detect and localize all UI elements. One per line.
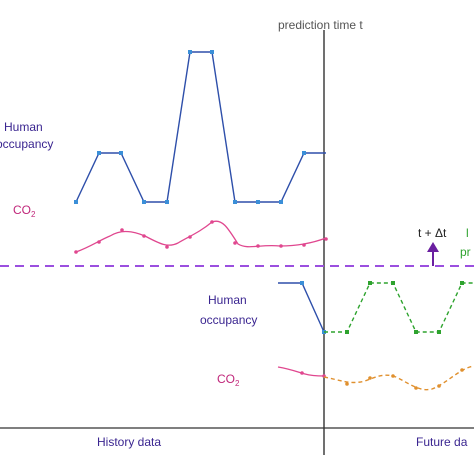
present-occupancy-line [278, 282, 325, 333]
occupancy-marker [302, 151, 306, 155]
predicted-co2-markers [345, 368, 464, 390]
co2-marker [188, 235, 192, 239]
history-occupancy-label: occupancy [0, 137, 53, 151]
cutoff-text-line1: l [466, 226, 469, 240]
co2-marker [324, 237, 328, 241]
prediction-marker [437, 330, 441, 334]
occupancy-marker [279, 200, 283, 204]
co2-marker [233, 241, 237, 245]
history-human-label: Human [4, 120, 43, 134]
occupancy-marker [210, 50, 214, 54]
prediction-marker [345, 330, 349, 334]
delta-time-label: t + Δt [418, 226, 447, 240]
history-co2-label: CO2 [13, 203, 36, 219]
occupancy-marker [256, 200, 260, 204]
future-data-label: Future da [416, 435, 468, 449]
co2-marker [256, 244, 260, 248]
history-co2-markers [74, 220, 328, 254]
occupancy-marker [119, 151, 123, 155]
present-co2-markers [300, 371, 326, 378]
history-co2-curve [75, 220, 327, 253]
delta-arrow-head [427, 242, 439, 252]
present-co2-label: CO2 [217, 372, 240, 388]
co2-marker [165, 245, 169, 249]
present-co2-curve [277, 366, 325, 377]
prediction-marker [460, 281, 464, 285]
prediction-marker [437, 384, 441, 388]
prediction-marker [345, 382, 349, 386]
occupancy-marker [142, 200, 146, 204]
occupancy-marker [233, 200, 237, 204]
prediction-marker [414, 386, 418, 390]
prediction-marker [414, 330, 418, 334]
occupancy-marker [188, 50, 192, 54]
history-occupancy-line [75, 51, 326, 203]
cutoff-text-line2: pr [460, 245, 471, 259]
co2-marker [300, 371, 304, 375]
prediction-marker [391, 281, 395, 285]
occupancy-marker [97, 151, 101, 155]
co2-marker [210, 220, 214, 224]
prediction-marker [460, 368, 464, 372]
history-occupancy-markers [74, 50, 306, 204]
occupancy-marker [165, 200, 169, 204]
co2-marker [142, 234, 146, 238]
present-occupancy-label: occupancy [200, 313, 257, 327]
predicted-occupancy-line [324, 282, 474, 333]
predicted-occupancy-markers [345, 281, 464, 334]
prediction-marker [391, 374, 395, 378]
prediction-marker [368, 281, 372, 285]
co2-marker [302, 243, 306, 247]
co2-marker [279, 244, 283, 248]
co2-marker [120, 228, 124, 232]
present-human-label: Human [208, 293, 247, 307]
prediction-time-label: prediction time t [278, 18, 363, 32]
prediction-marker [368, 376, 372, 380]
occupancy-marker [74, 200, 78, 204]
predicted-co2-curve [323, 365, 474, 391]
co2-marker [74, 250, 78, 254]
co2-marker [97, 240, 101, 244]
occupancy-marker [300, 281, 304, 285]
history-data-label: History data [97, 435, 161, 449]
